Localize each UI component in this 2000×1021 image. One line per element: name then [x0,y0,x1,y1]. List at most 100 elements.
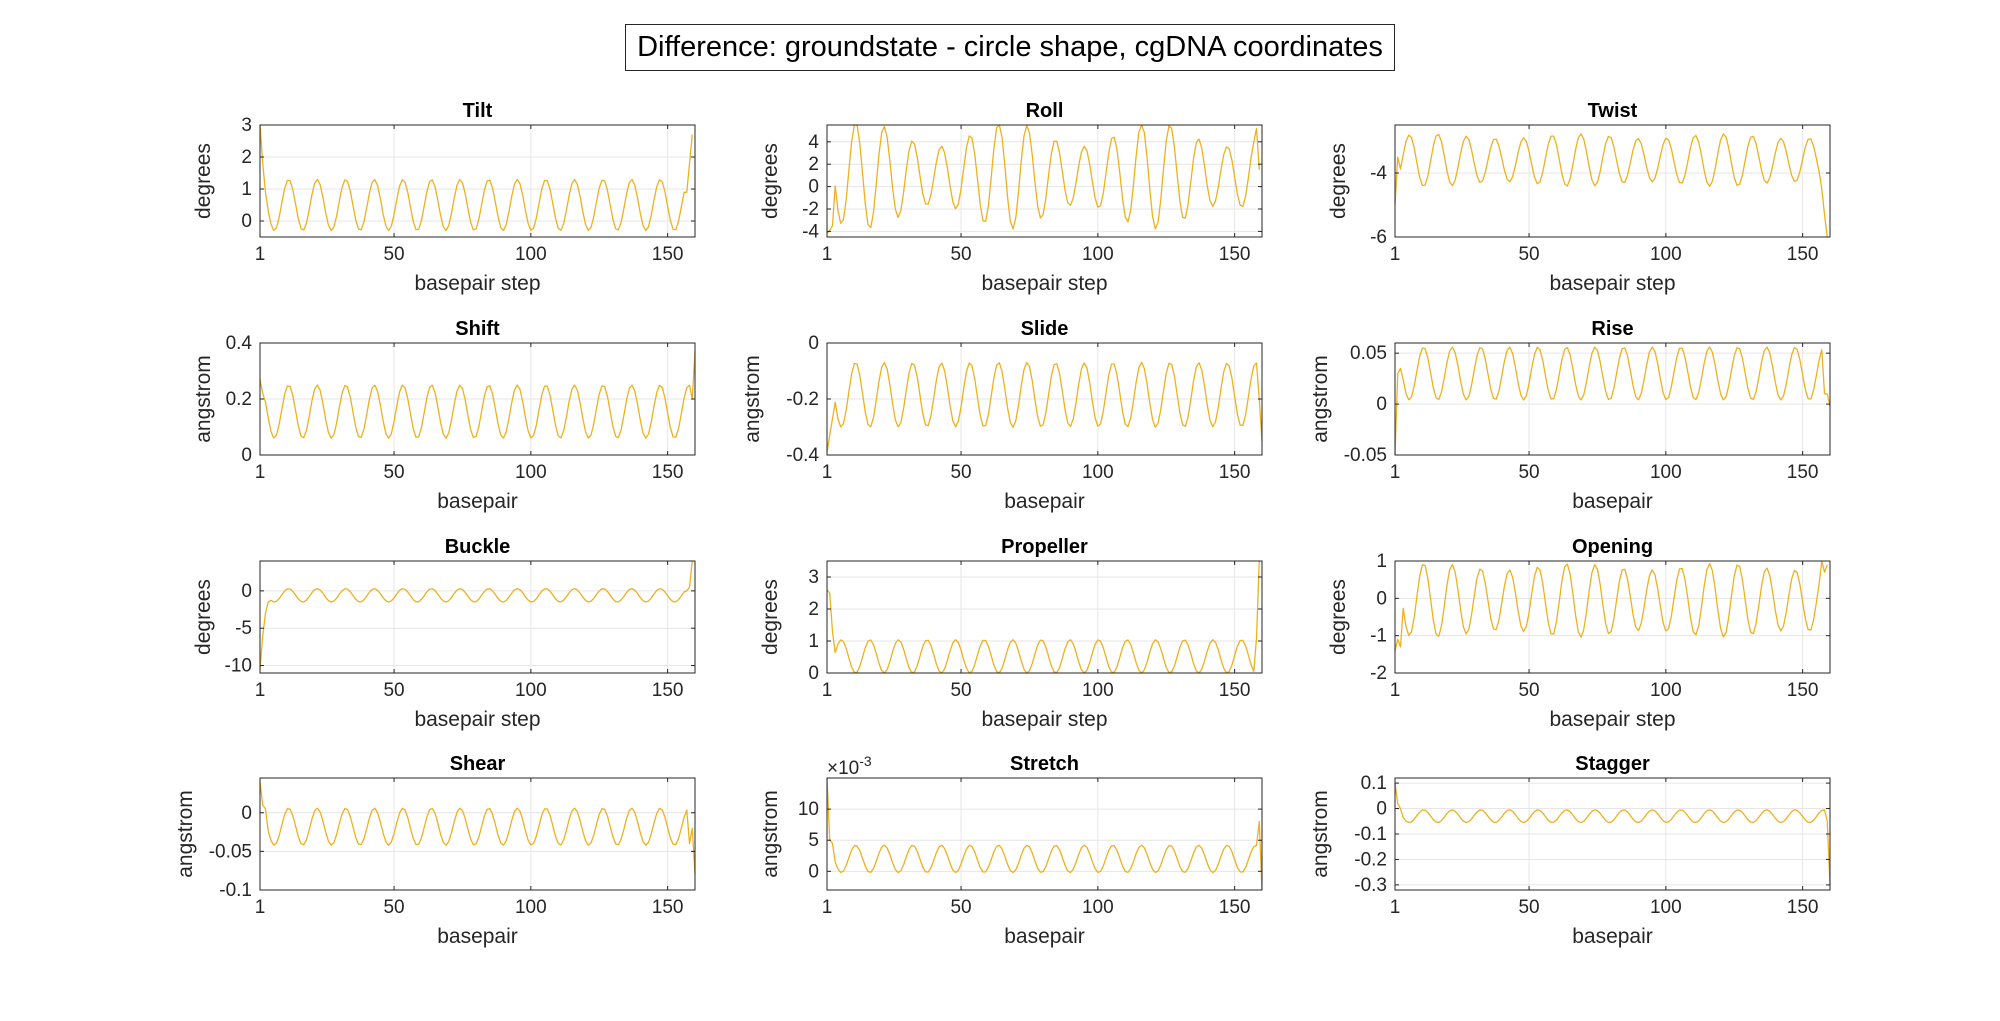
series-line-shear [259,781,696,875]
x-tick-label: 150 [1787,462,1819,483]
y-axis-label: degrees [1327,143,1350,219]
y-tick-label: -0.05 [209,841,252,862]
x-tick-label: 1 [255,680,266,701]
y-tick-label: 0 [1376,799,1387,820]
plot-area [827,125,1262,237]
x-axis-label: basepair step [1549,708,1675,731]
y-tick-label: 2 [808,154,819,175]
y-tick-label: -2 [802,199,819,220]
y-axis-label: angstrom [174,790,197,878]
x-tick-label: 1 [1390,680,1401,701]
y-tick-label: -1 [1370,626,1387,647]
series-line-tilt [259,124,693,232]
axes-box [1394,342,1831,456]
subplot-title: Rise [1591,318,1633,340]
x-tick-label: 1 [1390,462,1401,483]
x-tick-label: 100 [1650,244,1682,265]
x-axis-label: basepair [1572,925,1653,948]
x-tick-label: 1 [822,244,833,265]
y-axis-label: degrees [1327,579,1350,655]
y-tick-label: -0.1 [1354,824,1387,845]
x-tick-label: 100 [1082,244,1114,265]
x-tick-label: 50 [1518,244,1539,265]
y-axis-label: angstrom [1309,790,1332,878]
axes-box [1394,560,1831,674]
x-tick-label: 1 [255,897,266,918]
x-tick-label: 150 [1787,897,1819,918]
y-tick-label: 0 [808,663,819,684]
y-tick-label: -0.2 [1354,849,1387,870]
series-line-stretch [826,777,1263,891]
y-tick-label: 5 [808,830,819,851]
series-line-buckle [259,560,693,670]
y-axis-label: angstrom [741,355,764,443]
x-axis-label: basepair [437,490,518,513]
subplot-title: Buckle [445,536,511,558]
series-line-stagger [1394,783,1831,885]
subplot-title: Shear [450,753,506,775]
x-tick-label: 100 [515,680,547,701]
x-tick-label: 1 [822,462,833,483]
x-tick-label: 50 [950,462,971,483]
y-axis-label: angstrom [1309,355,1332,443]
x-tick-label: 100 [515,462,547,483]
y-tick-label: -0.3 [1354,875,1387,896]
x-tick-label: 150 [652,680,684,701]
y-tick-label: -2 [1370,663,1387,684]
y-tick-label: -0.4 [786,445,819,466]
series-line-roll [826,124,1260,235]
y-tick-label: 0 [241,445,252,466]
y-tick-label: -4 [1370,163,1387,184]
x-axis-label: basepair [1572,490,1653,513]
axes-box [826,124,1263,238]
plot-area [1395,561,1830,673]
figure-title: Difference: groundstate - circle shape, … [625,24,1395,71]
series-line-shift [259,351,696,439]
x-tick-label: 150 [1219,244,1251,265]
x-tick-label: 50 [383,244,404,265]
subplot-title: Roll [1026,100,1064,122]
x-tick-label: 150 [1219,897,1251,918]
plot-area [1395,343,1830,455]
subplot-title: Stretch [1010,753,1079,775]
y-tick-label: 0.05 [1350,343,1387,364]
x-tick-label: 50 [383,462,404,483]
subplot-title: Shift [455,318,500,340]
y-tick-label: -0.2 [786,389,819,410]
y-tick-label: 10 [798,799,819,820]
y-tick-label: 0 [241,803,252,824]
x-tick-label: 150 [1219,680,1251,701]
x-tick-label: 150 [652,462,684,483]
plot-area [260,561,695,673]
y-tick-label: -5 [235,618,252,639]
x-tick-label: 50 [1518,897,1539,918]
y-axis-label: angstrom [759,790,782,878]
x-tick-label: 100 [1082,462,1114,483]
subplot-title: Twist [1588,100,1638,122]
plot-area [260,125,695,237]
series-line-twist [1394,133,1828,238]
x-tick-label: 100 [1650,462,1682,483]
x-tick-label: 50 [950,244,971,265]
x-axis-label: basepair [437,925,518,948]
y-tick-label: 0 [241,581,252,602]
x-tick-label: 50 [383,680,404,701]
axes-box [1394,124,1831,238]
x-axis-label: basepair step [414,272,540,295]
series-line-slide [826,361,1263,453]
axes-box [259,560,696,674]
y-tick-label: 0 [808,177,819,198]
x-axis-label: basepair step [1549,272,1675,295]
y-tick-label: 0 [1376,588,1387,609]
y-tick-label: 0 [808,861,819,882]
